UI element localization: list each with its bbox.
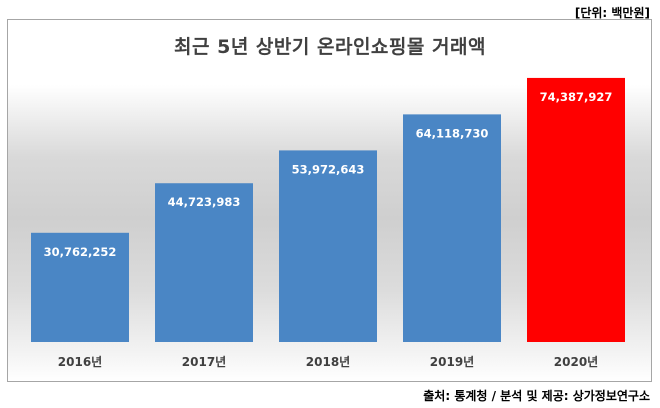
value-label-2: 53,972,643 <box>292 162 365 176</box>
bar-0 <box>31 232 129 342</box>
category-label-2: 2018년 <box>306 355 350 369</box>
chart-title: 최근 5년 상반기 온라인쇼핑몰 거래액 <box>174 36 486 58</box>
bars-group <box>31 77 625 343</box>
value-label-0: 30,762,252 <box>44 245 117 259</box>
bar-1 <box>155 183 253 342</box>
value-labels-group: 30,762,252 44,723,983 53,972,643 64,118,730… <box>44 90 613 259</box>
category-label-1: 2017년 <box>182 355 226 369</box>
value-label-4: 74,387,927 <box>540 90 613 104</box>
category-labels-group: 2016년 2017년 2018년 2019년 2020년 <box>58 355 598 369</box>
bar-3 <box>403 114 501 342</box>
unit-label: [단위: 백만원] <box>574 6 650 20</box>
source-label: 출처: 통계청 / 분석 및 제공: 상가정보연구소 <box>423 389 650 403</box>
category-label-4: 2020년 <box>554 355 598 369</box>
value-label-1: 44,723,983 <box>168 195 241 209</box>
bar-4 <box>527 77 625 343</box>
value-label-3: 64,118,730 <box>416 126 489 140</box>
category-label-3: 2019년 <box>430 355 474 369</box>
category-label-0: 2016년 <box>58 355 102 369</box>
bar-2 <box>279 150 377 342</box>
